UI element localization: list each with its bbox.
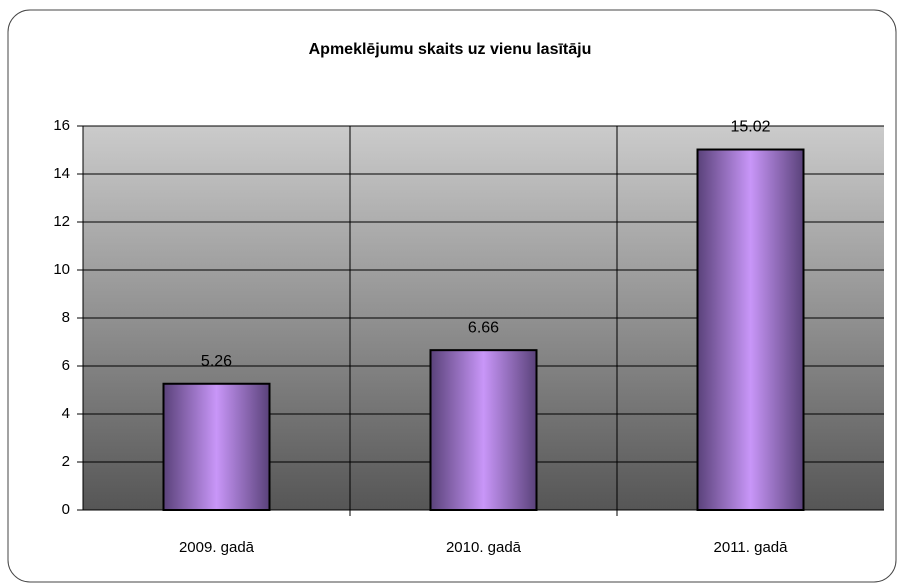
bar xyxy=(696,148,805,512)
bar xyxy=(429,349,538,511)
y-tick-label: 4 xyxy=(62,405,70,422)
value-label: 6.66 xyxy=(468,319,499,336)
y-tick-label: 10 xyxy=(53,261,70,278)
y-tick-label: 6 xyxy=(62,357,70,374)
x-tick-label: 2010. gadā xyxy=(446,539,522,556)
value-label: 15.02 xyxy=(730,119,770,136)
bar xyxy=(162,382,271,512)
x-tick-label: 2011. gadā xyxy=(714,539,789,556)
y-tick-label: 16 xyxy=(53,117,70,134)
y-tick-label: 12 xyxy=(53,213,70,230)
x-tick-label: 2009. gadā xyxy=(179,539,255,556)
y-tick-label: 8 xyxy=(62,309,70,326)
y-tick-label: 2 xyxy=(62,453,70,470)
chart-title: Apmeklējumu skaits uz vienu lasītāju xyxy=(309,41,592,58)
y-tick-label: 0 xyxy=(62,501,70,518)
y-tick-label: 14 xyxy=(53,165,70,182)
value-label: 5.26 xyxy=(201,353,232,370)
